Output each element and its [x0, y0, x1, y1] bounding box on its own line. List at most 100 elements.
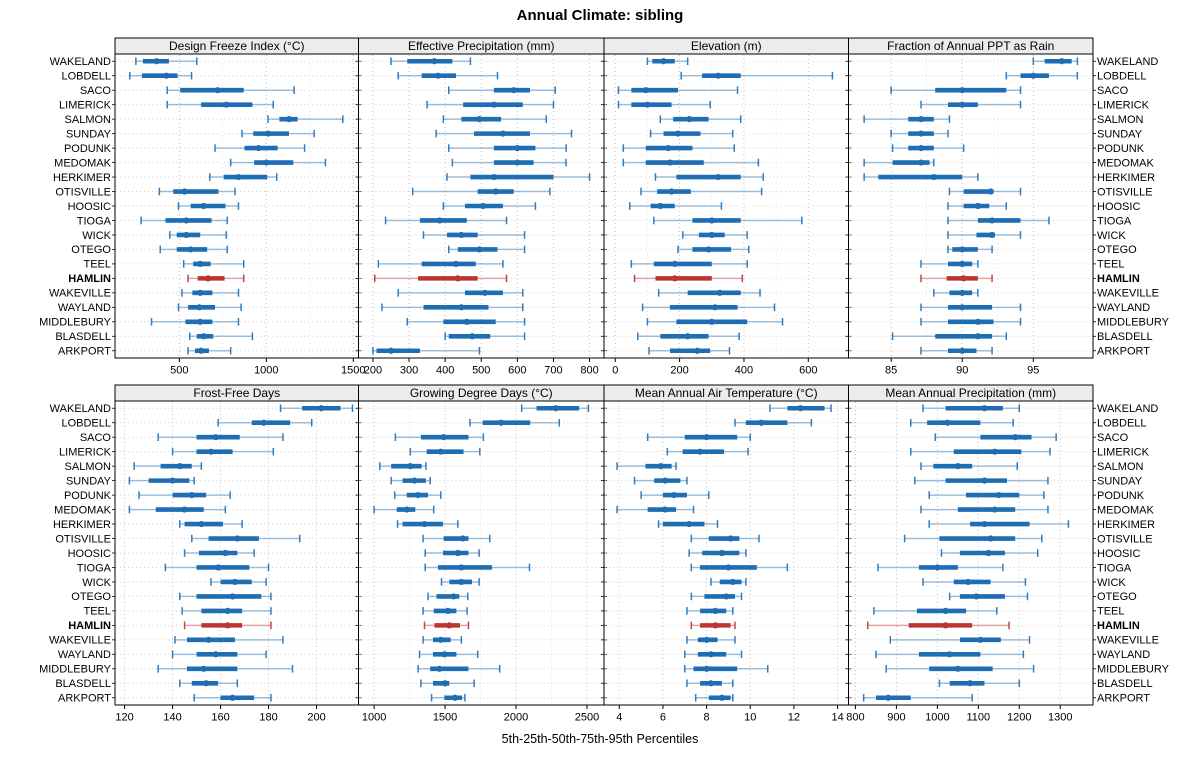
percentile-glyph-tioga — [384, 216, 508, 225]
percentile-glyph-hoosic — [940, 549, 1039, 557]
percentile-glyph-sunday — [390, 476, 431, 485]
percentile-glyph-teel — [422, 607, 468, 615]
percentile-glyph-wakeland — [279, 404, 354, 413]
panel-fraction-of-annual-ppt-as-rain: Fraction of Annual PPT as Rain 85 90 95 — [845, 37, 1096, 377]
x-tick-label: 1000 — [925, 712, 949, 724]
row0-label-right-sunday: SUNDAY — [1097, 128, 1143, 140]
percentile-glyph-wayland — [684, 650, 743, 659]
row0-label-left-sunday: SUNDAY — [66, 128, 112, 140]
percentile-glyph-lobdell — [680, 71, 834, 80]
row0-label-right-tioga: TIOGA — [1097, 215, 1132, 227]
row0-label-left-podunk: PODUNK — [64, 143, 112, 155]
percentile-glyph-blasdell — [686, 679, 734, 688]
x-tick-label: 600 — [799, 365, 817, 377]
x-tick-label: 85 — [885, 365, 897, 377]
percentile-glyph-herkimer — [654, 173, 764, 181]
percentile-glyph-herkimer — [209, 173, 278, 181]
chart-title: Annual Climate: sibling — [516, 7, 684, 24]
row0-label-right-blasdell: BLASDELL — [1097, 331, 1153, 343]
percentile-glyph-sunday — [435, 129, 573, 138]
row0-label-right-arkport: ARKPORT — [1097, 346, 1150, 358]
row1-label-left-wayland: WAYLAND — [58, 649, 111, 661]
percentile-glyph-lobdell — [397, 71, 499, 80]
percentile-glyph-herkimer — [446, 173, 591, 181]
percentile-glyph-wakeland — [135, 57, 198, 66]
percentile-glyph-teel — [182, 260, 245, 268]
percentile-glyph-otisville — [640, 187, 763, 196]
panel-strip-title: Fraction of Annual PPT as Rain — [887, 39, 1054, 53]
row1-label-right-saco: SACO — [1097, 432, 1129, 444]
percentile-glyph-limerick — [166, 100, 275, 109]
percentile-glyph-saco — [166, 86, 295, 94]
panel-mean-annual-air-temperature-c: Mean Annual Air Temperature (°C) 4 6 8 10 12 1… — [601, 384, 852, 724]
percentile-glyph-arkport — [193, 693, 272, 702]
row0-label-left-hoosic: HOOSIC — [68, 201, 111, 213]
percentile-glyph-otego — [690, 592, 743, 601]
percentile-glyph-hoosic — [424, 549, 480, 557]
percentile-glyph-blasdell — [637, 332, 740, 341]
percentile-glyph-salmon — [133, 462, 203, 470]
percentile-glyph-tioga — [653, 216, 803, 225]
row0-label-left-salmon: SALMON — [65, 114, 112, 126]
percentile-glyph-otisville — [948, 187, 1022, 196]
row1-label-left-hamlin: HAMLIN — [68, 620, 111, 632]
percentile-glyph-medomak — [863, 158, 935, 167]
percentile-glyph-medomak — [622, 158, 760, 167]
row0-label-left-arkport: ARKPORT — [58, 346, 111, 358]
percentile-glyph-teel — [630, 260, 748, 268]
percentile-glyph-wakeland — [922, 404, 1021, 413]
row1-label-right-arkport: ARKPORT — [1097, 693, 1150, 705]
percentile-glyph-wick — [682, 231, 748, 239]
row0-label-right-wayland: WAYLAND — [1097, 302, 1150, 314]
percentile-glyph-lobdell — [1005, 71, 1079, 80]
percentile-glyph-hamlin — [866, 621, 1010, 630]
x-tick-label: 500 — [472, 365, 490, 377]
percentile-glyph-teel — [873, 607, 998, 615]
x-tick-label: 200 — [364, 365, 382, 377]
percentile-glyph-teel — [181, 607, 272, 615]
percentile-glyph-herkimer — [863, 173, 979, 181]
percentile-glyph-limerick — [920, 100, 1022, 109]
x-tick-label: 200 — [307, 712, 325, 724]
percentile-glyph-medomak — [451, 158, 567, 167]
percentile-glyph-blasdell — [891, 332, 1008, 341]
panel-elevation-m: Elevation (m) 0 200 400 600 — [601, 37, 852, 377]
panel-strip-title: Frost-Free Days — [193, 386, 280, 400]
percentile-glyph-salmon — [863, 115, 951, 123]
row1-label-right-medomak: MEDOMAK — [1097, 504, 1155, 516]
x-tick-label: 180 — [259, 712, 277, 724]
row0-label-right-podunk: PODUNK — [1097, 143, 1145, 155]
percentile-glyph-otego — [677, 245, 750, 254]
percentile-glyph-blasdell — [938, 679, 1021, 688]
percentile-glyph-hamlin — [423, 621, 470, 630]
percentile-glyph-wakeville — [657, 289, 761, 297]
percentile-glyph-teel — [920, 260, 979, 268]
x-tick-label: 6 — [660, 712, 666, 724]
row1-label-left-saco: SACO — [80, 432, 112, 444]
row1-label-left-hoosic: HOOSIC — [68, 548, 111, 560]
percentile-glyph-saco — [934, 433, 1057, 441]
percentile-glyph-blasdell — [444, 332, 526, 341]
row1-label-left-otego: OTEGO — [71, 591, 111, 603]
percentile-glyph-salmon — [659, 115, 742, 123]
x-tick-label: 200 — [670, 365, 688, 377]
panel-effective-precipitation-mm: Effective Precipitation (mm) 200 300 400 500… — [355, 37, 607, 377]
x-axis: 800 900 1000 1100 1200 1300 — [846, 705, 1072, 724]
percentile-glyph-podunk — [928, 491, 1045, 499]
percentile-glyph-blasdell — [420, 679, 475, 688]
row1-label-right-middlebury: MIDDLEBURY — [1097, 664, 1170, 676]
x-tick-label: 800 — [580, 365, 598, 377]
row1-label-left-otisville: OTISVILLE — [55, 533, 111, 545]
row1-label-right-salmon: SALMON — [1097, 461, 1144, 473]
x-axis: 200 300 400 500 600 700 800 — [364, 358, 599, 377]
row0-label-left-herkimer: HERKIMER — [53, 172, 111, 184]
row0-label-right-wick: WICK — [1097, 230, 1126, 242]
x-tick-label: 500 — [170, 365, 188, 377]
x-tick-label: 1200 — [1007, 712, 1031, 724]
percentile-glyph-limerick — [910, 447, 1051, 456]
percentile-glyph-limerick — [426, 100, 555, 109]
row0-label-right-hamlin: HAMLIN — [1097, 273, 1140, 285]
percentile-glyph-lobdell — [734, 418, 813, 427]
row1-label-left-sunday: SUNDAY — [66, 475, 112, 487]
